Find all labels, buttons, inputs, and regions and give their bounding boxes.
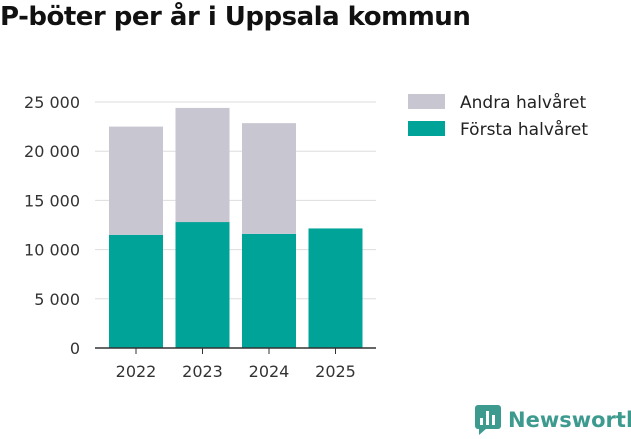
y-tick-label: 25 000 — [24, 93, 80, 112]
y-tick-label: 20 000 — [24, 142, 80, 161]
bar-2023-andra — [175, 107, 230, 223]
legend-label: Första halvåret — [460, 119, 588, 140]
legend: Andra halvåret Första halvåret — [408, 92, 588, 140]
y-tick-label: 0 — [70, 339, 80, 358]
brand-name: Newsworthy — [508, 408, 631, 432]
legend-label: Andra halvåret — [460, 92, 586, 113]
bar-2024-andra — [242, 123, 296, 234]
x-tick-label: 2022 — [116, 362, 157, 381]
newsworthy-logo: Newsworthy — [475, 405, 631, 435]
bar-2022-andra — [109, 126, 163, 235]
bar-2022-forsta — [109, 234, 163, 348]
bars — [109, 107, 363, 348]
y-tick-label: 5 000 — [34, 290, 80, 309]
bar-chart-speech-bubble-icon — [475, 405, 501, 435]
legend-swatch — [408, 94, 445, 109]
x-tick-label: 2023 — [182, 362, 223, 381]
y-tick-label: 15 000 — [24, 191, 80, 210]
x-axis-ticks: 2022 2023 2024 2025 — [116, 348, 356, 381]
y-tick-label: 10 000 — [24, 241, 80, 260]
legend-swatch — [408, 121, 445, 136]
y-axis-ticks: 0 5 000 10 000 15 000 20 000 25 000 — [24, 93, 80, 358]
bar-2024-forsta — [242, 233, 296, 348]
x-tick-label: 2024 — [249, 362, 290, 381]
bar-2023-forsta — [175, 222, 230, 348]
x-tick-label: 2025 — [315, 362, 356, 381]
chart-title: P-böter per år i Uppsala kommun — [0, 2, 471, 32]
bar-2025-forsta — [308, 228, 363, 348]
